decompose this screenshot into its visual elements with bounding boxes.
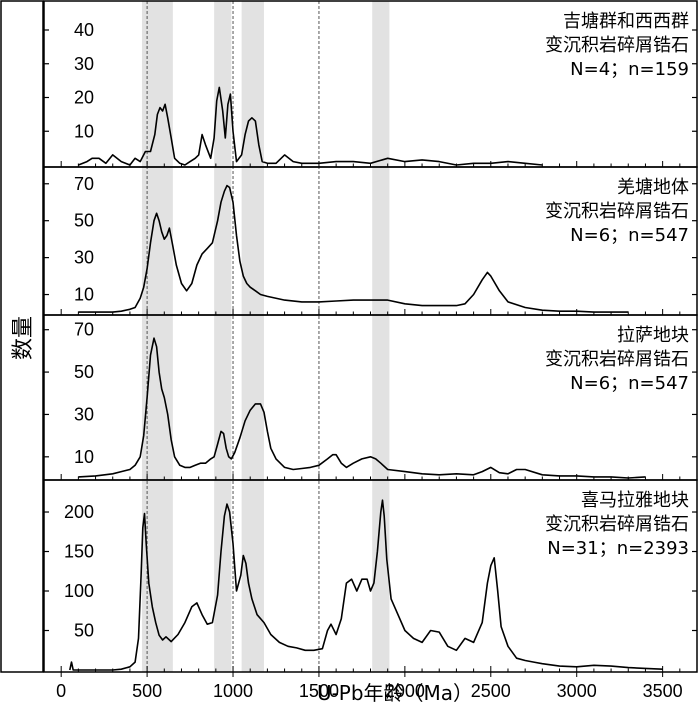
panel-stats: N=6；n=547 xyxy=(570,225,689,246)
shaded-band-4 xyxy=(372,1,390,672)
series-line xyxy=(78,184,629,313)
y-tick-label: 70 xyxy=(74,320,94,340)
y-tick-label: 30 xyxy=(74,54,94,74)
y-tick-label: 150 xyxy=(64,542,94,562)
x-tick-label: 2500 xyxy=(471,681,511,701)
y-tick-label: 20 xyxy=(74,88,94,108)
panel-subtitle: 变沉积岩碎屑锆石 xyxy=(545,514,689,535)
y-tick-label: 100 xyxy=(64,581,94,601)
x-tick-label: 1500 xyxy=(299,681,339,701)
x-tick-label: 0 xyxy=(56,681,66,701)
left-label-strip-border xyxy=(0,0,44,673)
y-tick-label: 50 xyxy=(74,362,94,382)
x-tick-label: 1000 xyxy=(213,681,253,701)
x-axis: 0 500 1000 1500 2000 2500 3000 3500 xyxy=(56,672,683,701)
panel-title: 喜马拉雅地块 xyxy=(581,490,689,511)
panel-title: 吉塘群和西西群 xyxy=(563,11,689,32)
series-line xyxy=(78,337,646,479)
x-tick-label: 3000 xyxy=(557,681,597,701)
x-axis-label: U-Pb年龄（Ma） xyxy=(317,681,473,705)
panel-stats: N=6；n=547 xyxy=(570,373,689,394)
x-tick-label: 500 xyxy=(132,681,162,701)
panel-title: 拉萨地块 xyxy=(617,325,689,346)
y-tick-label: 30 xyxy=(74,248,94,268)
panel-title: 羌塘地体 xyxy=(617,177,689,198)
y-tick-label: 30 xyxy=(74,404,94,424)
y-tick-label: 200 xyxy=(64,502,94,522)
x-tick-label: 2000 xyxy=(385,681,425,701)
shaded-band-1 xyxy=(141,1,173,672)
y-axis-label: 数量 xyxy=(11,316,36,360)
y-tick-label: 50 xyxy=(74,211,94,231)
shaded-band-3 xyxy=(241,1,264,672)
y-tick-label: 10 xyxy=(74,121,94,141)
y-tick-label: 70 xyxy=(74,174,94,194)
series-line xyxy=(69,499,663,671)
panel-stats: N=4；n=159 xyxy=(570,59,689,80)
series-line xyxy=(78,86,543,166)
dashed-reference-lines xyxy=(146,1,320,672)
panel-subtitle: 变沉积岩碎屑锆石 xyxy=(545,349,689,370)
panel-subtitle: 变沉积岩碎屑锆石 xyxy=(545,35,689,56)
y-tick-label: 10 xyxy=(74,285,94,305)
y-tick-label: 40 xyxy=(74,20,94,40)
panel-subtitle: 变沉积岩碎屑锆石 xyxy=(545,201,689,222)
panel-stats: N=31；n=2393 xyxy=(547,538,689,559)
x-tick-label: 3500 xyxy=(643,681,683,701)
y-tick-label: 50 xyxy=(74,621,94,641)
shaded-age-bands xyxy=(141,1,390,672)
y-tick-label: 10 xyxy=(74,447,94,467)
